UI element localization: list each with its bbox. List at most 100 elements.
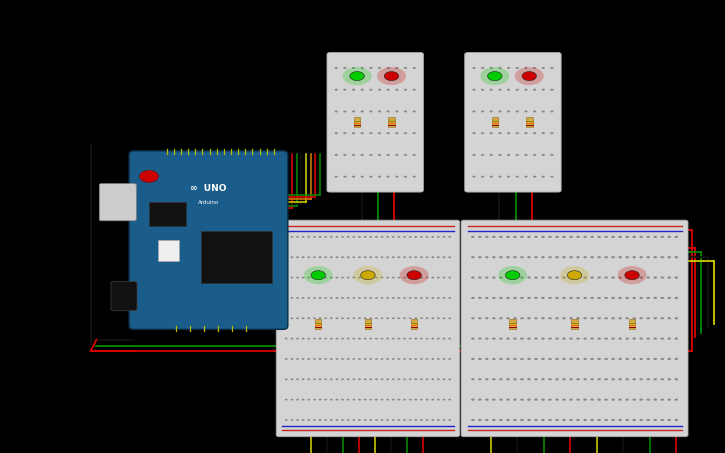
Circle shape xyxy=(352,297,355,299)
Circle shape xyxy=(605,378,608,381)
Circle shape xyxy=(506,337,510,340)
Circle shape xyxy=(555,236,559,238)
Circle shape xyxy=(597,358,601,360)
Circle shape xyxy=(569,276,573,279)
Circle shape xyxy=(347,256,349,258)
Circle shape xyxy=(386,277,389,279)
Circle shape xyxy=(507,89,510,91)
Circle shape xyxy=(527,419,531,421)
Circle shape xyxy=(409,358,412,360)
Circle shape xyxy=(660,297,664,299)
Circle shape xyxy=(378,154,381,156)
Circle shape xyxy=(507,67,510,69)
Circle shape xyxy=(647,337,650,340)
Circle shape xyxy=(611,419,615,421)
Circle shape xyxy=(420,318,423,319)
Circle shape xyxy=(513,236,517,238)
Circle shape xyxy=(639,337,643,340)
Circle shape xyxy=(364,337,367,339)
Circle shape xyxy=(569,358,573,360)
Circle shape xyxy=(369,419,372,421)
Circle shape xyxy=(632,317,636,319)
Circle shape xyxy=(409,297,412,299)
Circle shape xyxy=(285,236,288,238)
Circle shape xyxy=(341,419,344,421)
Circle shape xyxy=(569,378,573,381)
Circle shape xyxy=(336,337,339,339)
Circle shape xyxy=(597,419,601,421)
Circle shape xyxy=(618,256,622,258)
Circle shape xyxy=(341,399,344,400)
Circle shape xyxy=(563,236,566,238)
Circle shape xyxy=(392,399,394,400)
Circle shape xyxy=(437,297,440,299)
Circle shape xyxy=(285,297,288,299)
Circle shape xyxy=(324,337,327,339)
Circle shape xyxy=(653,256,657,258)
Circle shape xyxy=(403,399,406,400)
Circle shape xyxy=(448,256,451,258)
Circle shape xyxy=(296,256,299,258)
Circle shape xyxy=(653,399,657,401)
Circle shape xyxy=(360,89,364,91)
Circle shape xyxy=(307,318,310,319)
Circle shape xyxy=(515,89,519,91)
Circle shape xyxy=(660,399,664,401)
Circle shape xyxy=(364,318,367,319)
Circle shape xyxy=(343,89,347,91)
Circle shape xyxy=(533,176,536,178)
Circle shape xyxy=(590,297,594,299)
Circle shape xyxy=(313,378,316,380)
Circle shape xyxy=(378,132,381,134)
Circle shape xyxy=(330,236,333,238)
Circle shape xyxy=(403,378,406,380)
Circle shape xyxy=(605,276,608,279)
Circle shape xyxy=(555,378,559,381)
Circle shape xyxy=(369,89,373,91)
Circle shape xyxy=(524,132,528,134)
Circle shape xyxy=(347,419,349,421)
Circle shape xyxy=(647,276,650,279)
Circle shape xyxy=(296,358,299,360)
Circle shape xyxy=(399,266,428,284)
Circle shape xyxy=(296,378,299,380)
Circle shape xyxy=(403,236,406,238)
Circle shape xyxy=(342,67,371,85)
Circle shape xyxy=(548,337,552,340)
Circle shape xyxy=(590,378,594,381)
Circle shape xyxy=(334,132,338,134)
Circle shape xyxy=(381,236,384,238)
Circle shape xyxy=(364,378,367,380)
Circle shape xyxy=(358,236,361,238)
Circle shape xyxy=(473,111,476,112)
Circle shape xyxy=(313,419,316,421)
Circle shape xyxy=(567,271,581,280)
Circle shape xyxy=(611,358,615,360)
Circle shape xyxy=(381,337,384,339)
Circle shape xyxy=(632,399,636,401)
Circle shape xyxy=(674,378,678,381)
Circle shape xyxy=(358,337,361,339)
Circle shape xyxy=(542,337,544,340)
Circle shape xyxy=(431,256,434,258)
Circle shape xyxy=(471,276,475,279)
Circle shape xyxy=(498,67,502,69)
Circle shape xyxy=(584,317,587,319)
Circle shape xyxy=(507,111,510,112)
Circle shape xyxy=(555,337,559,340)
Circle shape xyxy=(513,256,517,258)
Circle shape xyxy=(647,378,650,381)
Circle shape xyxy=(569,297,573,299)
Circle shape xyxy=(492,419,496,421)
Circle shape xyxy=(471,236,475,238)
Circle shape xyxy=(358,358,361,360)
Circle shape xyxy=(313,297,316,299)
Circle shape xyxy=(481,111,484,112)
Circle shape xyxy=(647,297,650,299)
Circle shape xyxy=(307,256,310,258)
Circle shape xyxy=(478,236,481,238)
Circle shape xyxy=(415,318,418,319)
Circle shape xyxy=(471,378,475,381)
Circle shape xyxy=(605,399,608,401)
Circle shape xyxy=(360,176,364,178)
